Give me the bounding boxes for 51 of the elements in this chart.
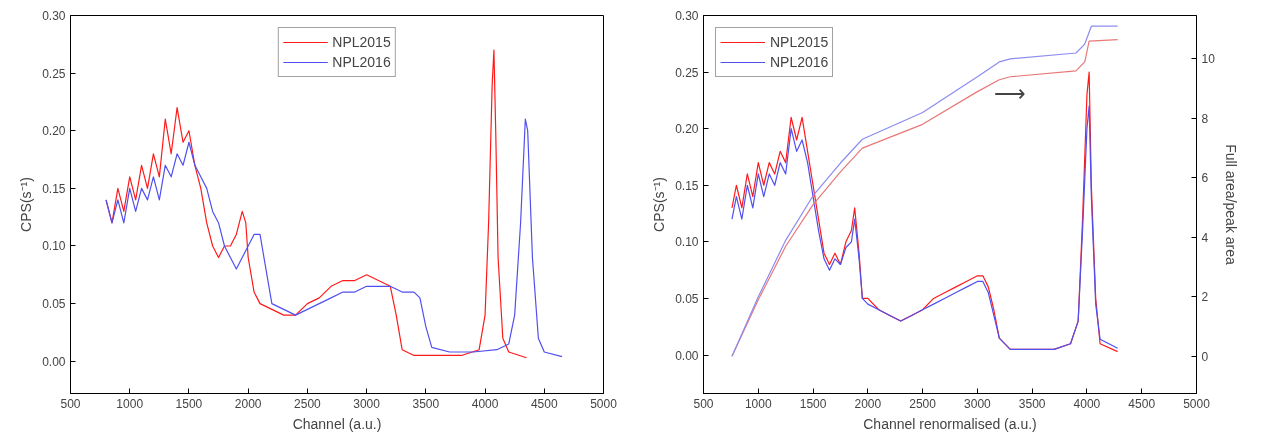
y-tick-label: 0.00 xyxy=(675,348,699,363)
legend-label: NPL2015 xyxy=(332,34,391,50)
line-series xyxy=(105,118,563,358)
legend-label: NPL2015 xyxy=(770,34,829,50)
x-tick-label: 4000 xyxy=(1073,396,1101,411)
y-tick-label: 0.10 xyxy=(42,239,66,254)
y-tick-label: 0.05 xyxy=(675,291,699,306)
x-tick-label: 2000 xyxy=(234,396,262,411)
x-tick-label: 2000 xyxy=(854,396,882,411)
annotation: ⟶ xyxy=(993,81,1026,106)
y-tick-label: 0.25 xyxy=(675,65,699,80)
x-tick-label: 1000 xyxy=(744,396,772,411)
x-axis-title: Channel renormalised (a.u.) xyxy=(863,415,1037,432)
x-tick-label: 1500 xyxy=(799,396,827,411)
y-tick-label: 0.30 xyxy=(42,9,66,23)
x-tick-label: 1500 xyxy=(175,396,203,411)
x-tick-label: 4500 xyxy=(1128,396,1156,411)
x-tick-label: 2500 xyxy=(909,396,937,411)
x-tick-label: 2500 xyxy=(294,396,322,411)
y-tick-label: 0.15 xyxy=(42,181,66,196)
y-axis-title: CPS(s⁻¹) xyxy=(651,177,668,232)
y2-tick-label: 10 xyxy=(1201,52,1216,67)
x-tick-label: 3500 xyxy=(1018,396,1046,411)
x-tick-label: 1000 xyxy=(116,396,144,411)
y-tick-label: 0.10 xyxy=(675,235,699,250)
y2-tick-label: 0 xyxy=(1201,349,1209,364)
x-tick-label: 500 xyxy=(693,396,714,411)
x-tick-label: 3000 xyxy=(964,396,992,411)
y2-axis-title: Full area/peak area xyxy=(1222,144,1239,266)
x-tick-label: 4500 xyxy=(530,396,558,411)
x-tick-label: 5000 xyxy=(1183,396,1211,411)
y-tick-label: 0.05 xyxy=(42,297,66,312)
y-tick-label: 0.30 xyxy=(675,9,699,23)
y2-tick-label: 2 xyxy=(1201,290,1209,305)
y-tick-label: 0.20 xyxy=(42,124,66,139)
y2-tick-label: 4 xyxy=(1201,230,1209,245)
x-tick-label: 3000 xyxy=(353,396,381,411)
y-tick-label: 0.20 xyxy=(675,122,699,137)
y-tick-label: 0.00 xyxy=(42,354,66,369)
x-axis-title: Channel (a.u.) xyxy=(292,415,382,432)
x-tick-label: 4000 xyxy=(471,396,499,411)
x-tick-label: 3500 xyxy=(412,396,440,411)
x-tick-label: 500 xyxy=(60,396,81,411)
x-tick-label: 5000 xyxy=(590,396,618,411)
y-tick-label: 0.15 xyxy=(675,178,699,193)
legend-label: NPL2016 xyxy=(770,54,829,70)
y-tick-label: 0.25 xyxy=(42,66,66,81)
y2-tick-label: 8 xyxy=(1201,111,1209,126)
y-axis-title: CPS(s⁻¹) xyxy=(18,177,35,232)
y2-tick-label: 6 xyxy=(1201,171,1209,186)
legend-label: NPL2016 xyxy=(332,54,391,70)
